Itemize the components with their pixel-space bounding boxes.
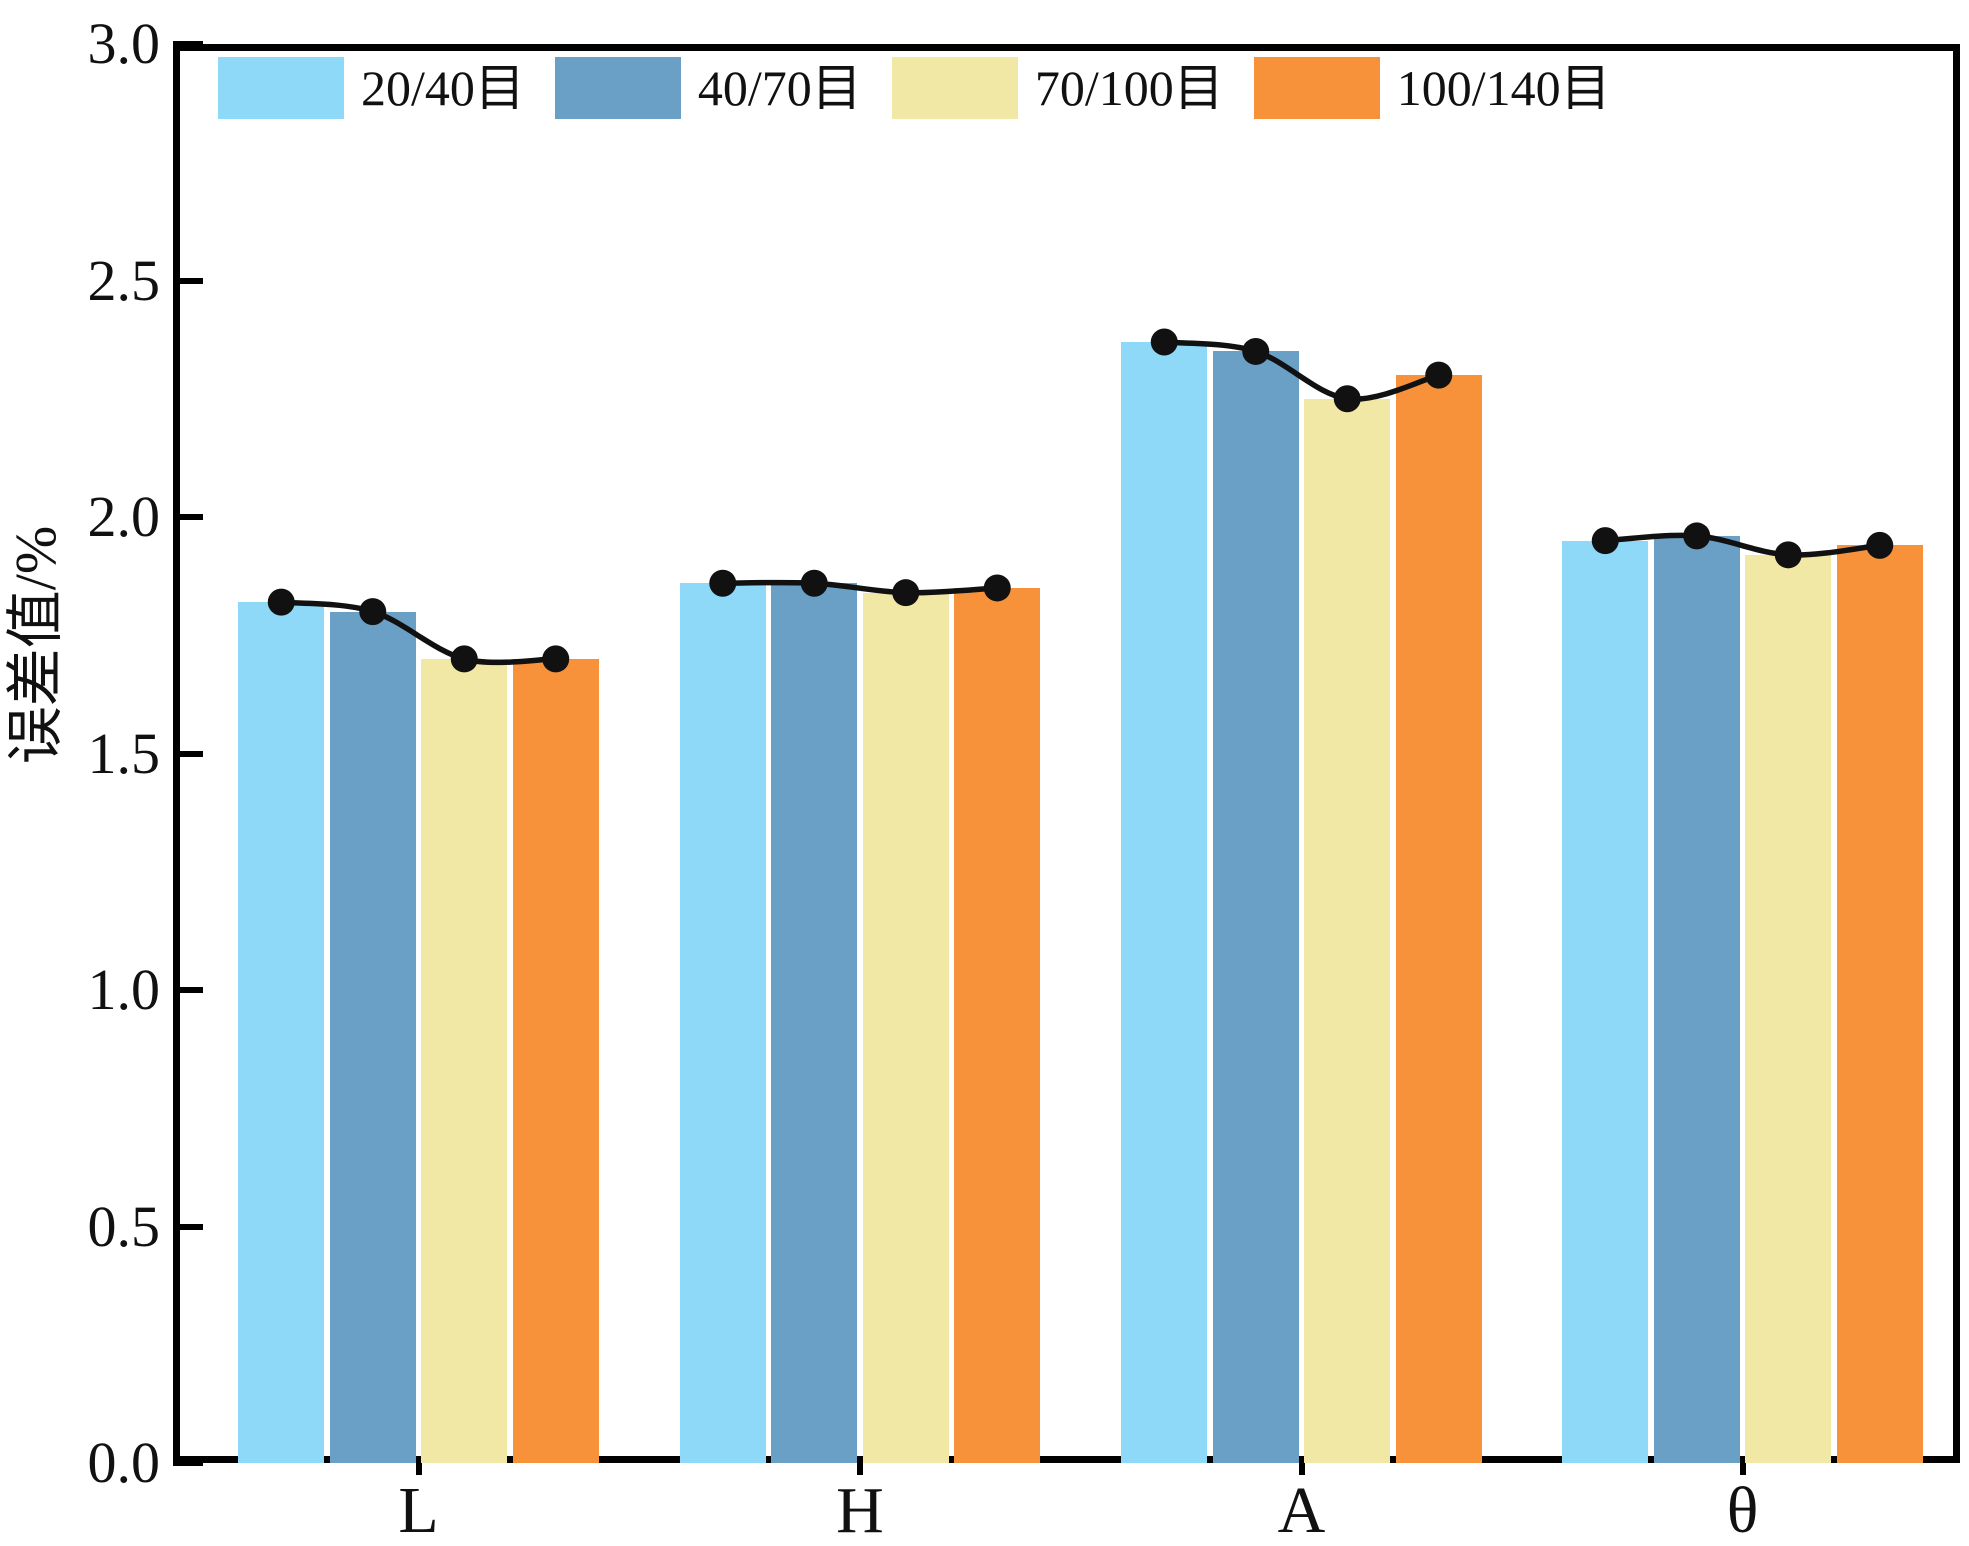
y-axis-major-tick xyxy=(173,41,203,47)
y-tick-label: 2.0 xyxy=(87,484,161,549)
x-category-label: L xyxy=(398,1474,439,1546)
bar xyxy=(679,583,766,1463)
legend-item: 20/40目 xyxy=(218,57,525,119)
bar xyxy=(1836,545,1923,1463)
legend-swatch xyxy=(554,57,681,119)
legend-item: 70/100目 xyxy=(891,57,1224,119)
bar xyxy=(238,602,325,1463)
bar xyxy=(1212,351,1299,1463)
y-tick-label: 1.0 xyxy=(87,957,161,1022)
y-tick-label: 1.5 xyxy=(87,720,161,786)
bar xyxy=(862,592,949,1463)
bar xyxy=(329,611,416,1463)
legend-label: 20/40目 xyxy=(361,60,525,116)
x-category-label: A xyxy=(1277,1474,1326,1546)
bar xyxy=(1304,398,1391,1463)
x-axis-tick xyxy=(857,1463,863,1475)
y-axis-major-tick xyxy=(173,750,203,757)
legend-item: 100/140目 xyxy=(1253,57,1611,119)
bar xyxy=(1653,535,1740,1463)
bar xyxy=(1395,375,1482,1463)
bar xyxy=(1745,554,1832,1463)
legend-swatch xyxy=(1253,57,1380,119)
x-category-label: H xyxy=(836,1474,884,1546)
y-axis-major-tick xyxy=(173,277,203,284)
bar xyxy=(771,583,858,1463)
legend-label: 70/100目 xyxy=(1034,60,1224,116)
legend-swatch xyxy=(891,57,1018,119)
x-axis-tick xyxy=(415,1463,422,1475)
x-axis-tick xyxy=(1739,1463,1746,1475)
legend-swatch xyxy=(218,57,344,119)
y-tick-label: 2.5 xyxy=(87,247,161,313)
legend-item: 40/70目 xyxy=(554,57,862,119)
y-axis-major-tick xyxy=(173,1223,203,1230)
y-axis-major-tick xyxy=(173,987,203,993)
bar xyxy=(1562,540,1649,1463)
bar xyxy=(954,587,1041,1463)
y-tick-label: 0.5 xyxy=(87,1193,161,1259)
x-category-label: θ xyxy=(1726,1474,1759,1546)
y-tick-label: 3.0 xyxy=(87,11,161,76)
y-axis-major-tick xyxy=(173,514,203,520)
y-axis-major-tick xyxy=(173,1460,203,1466)
legend-label: 100/140目 xyxy=(1396,60,1611,116)
x-axis-tick xyxy=(1298,1463,1305,1475)
y-tick-label: 0.0 xyxy=(87,1430,161,1495)
legend: 20/40目 40/70目 70/100目 100/140目 xyxy=(218,57,1611,119)
bar xyxy=(512,658,599,1463)
legend-label: 40/70目 xyxy=(697,60,862,116)
bar xyxy=(1121,342,1208,1463)
bar xyxy=(421,658,508,1463)
